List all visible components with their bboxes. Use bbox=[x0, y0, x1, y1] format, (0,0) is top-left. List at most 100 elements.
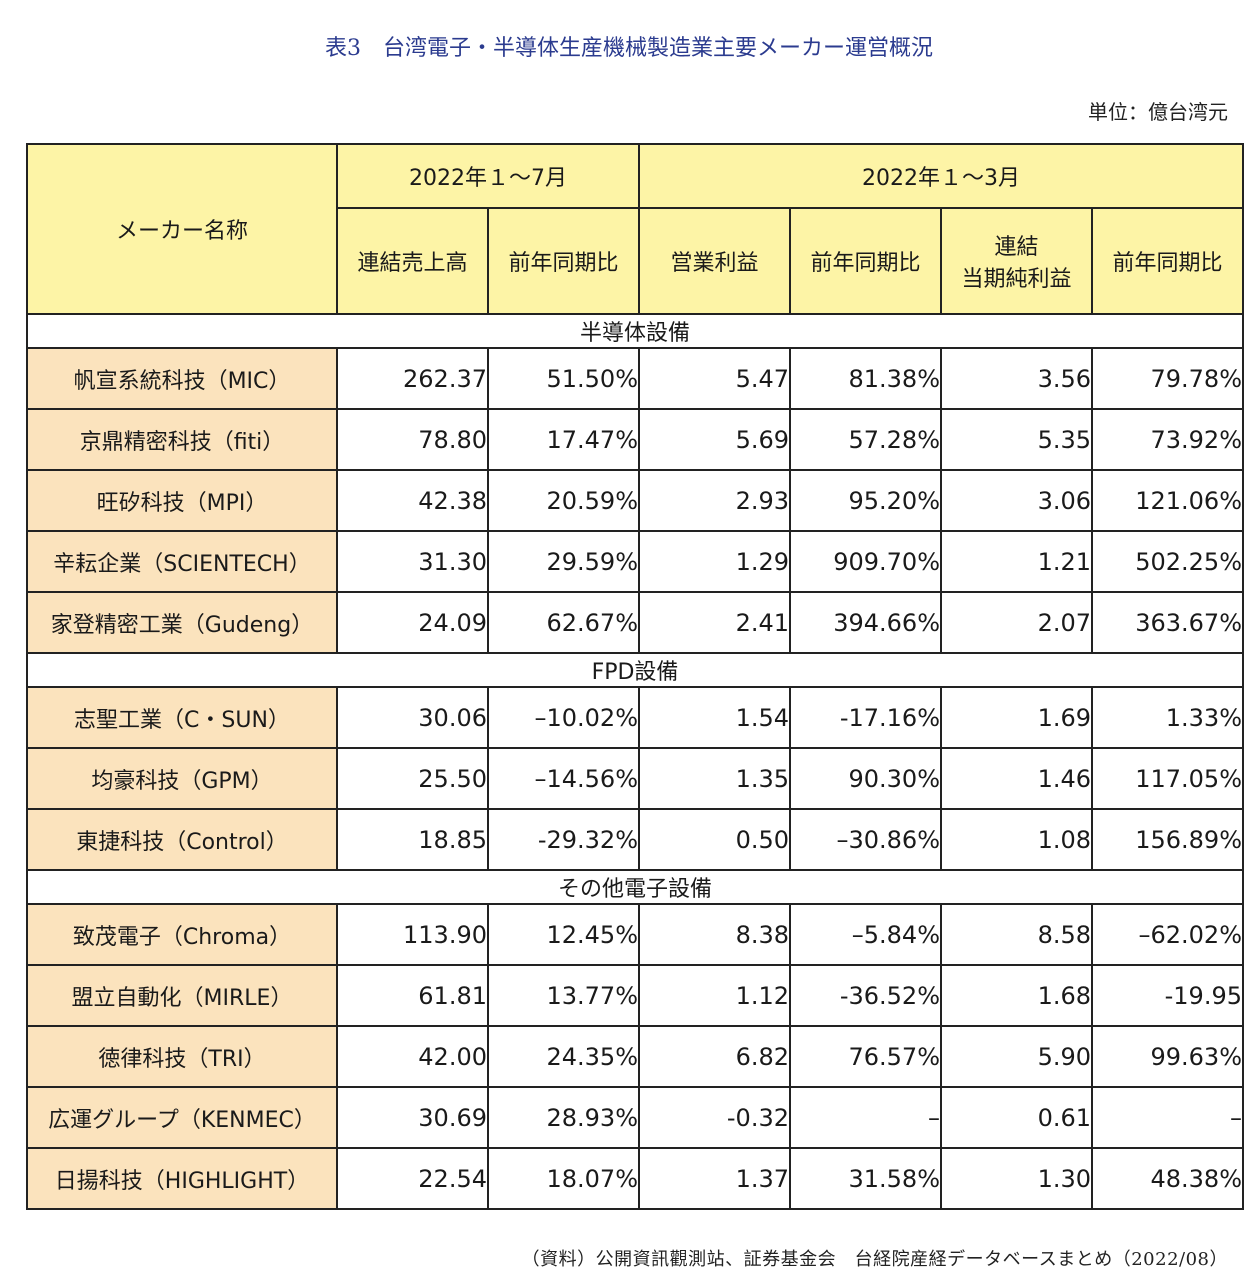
header-period-jan-jul: 2022年１～7月 bbox=[336, 143, 640, 209]
table-row: 致茂電子（Chroma） 113.90 12.45% 8.38 –5.84% 8.58 –6… bbox=[26, 903, 1244, 966]
value-cell: 18.07% bbox=[487, 1147, 640, 1210]
value-cell: 17.47% bbox=[487, 408, 640, 471]
value-cell: 3.56 bbox=[940, 347, 1093, 410]
header-yoy-sales: 前年同期比 bbox=[487, 207, 640, 315]
value-cell: – bbox=[789, 1086, 942, 1149]
value-cell: 24.09 bbox=[336, 591, 489, 654]
value-cell: 8.58 bbox=[940, 903, 1093, 966]
header-net-income: 連結 当期純利益 bbox=[940, 207, 1093, 315]
maker-name-cell: 家登精密工業（Gudeng） bbox=[26, 591, 338, 654]
section-row: 半導体設備 bbox=[26, 313, 1244, 349]
value-cell: 1.29 bbox=[638, 530, 791, 593]
section-row: FPD設備 bbox=[26, 652, 1244, 688]
value-cell: 20.59% bbox=[487, 469, 640, 532]
table-row: 東捷科技（Control） 18.85 -29.32% 0.50 –30.86% 1.08… bbox=[26, 808, 1244, 871]
value-cell: –62.02% bbox=[1091, 903, 1244, 966]
value-cell: 1.30 bbox=[940, 1147, 1093, 1210]
value-cell: 0.50 bbox=[638, 808, 791, 871]
value-cell: 62.67% bbox=[487, 591, 640, 654]
value-cell: 48.38% bbox=[1091, 1147, 1244, 1210]
value-cell: -29.32% bbox=[487, 808, 640, 871]
value-cell: 24.35% bbox=[487, 1025, 640, 1088]
header-net-income-line1: 連結 bbox=[994, 235, 1039, 260]
maker-name-cell: 広運グループ（KENMEC） bbox=[26, 1086, 338, 1149]
value-cell: 30.06 bbox=[336, 686, 489, 749]
table-row: 日揚科技（HIGHLIGHT） 22.54 18.07% 1.37 31.58% 1.30… bbox=[26, 1147, 1244, 1210]
table-row: 旺矽科技（MPI） 42.38 20.59% 2.93 95.20% 3.06 121.06… bbox=[26, 469, 1244, 532]
value-cell: –14.56% bbox=[487, 747, 640, 810]
source-note: （資料）公開資訊觀測站、証券基金会 台経院産経データベースまとめ（2022/08… bbox=[521, 1249, 1228, 1270]
table-row: 盟立自動化（MIRLE） 61.81 13.77% 1.12 -36.52% 1.68 -1… bbox=[26, 964, 1244, 1027]
value-cell: 1.69 bbox=[940, 686, 1093, 749]
value-cell: 2.93 bbox=[638, 469, 791, 532]
value-cell: -36.52% bbox=[789, 964, 942, 1027]
value-cell: 22.54 bbox=[336, 1147, 489, 1210]
value-cell: 5.69 bbox=[638, 408, 791, 471]
header-yoy-net: 前年同期比 bbox=[1091, 207, 1244, 315]
table-title: 表3 台湾電子・半導体生産機械製造業主要メーカー運営概況 bbox=[325, 36, 933, 61]
section-row: その他電子設備 bbox=[26, 869, 1244, 905]
value-cell: 1.54 bbox=[638, 686, 791, 749]
table-row: 広運グループ（KENMEC） 30.69 28.93% -0.32–0.61– bbox=[26, 1086, 1244, 1149]
value-cell: 1.12 bbox=[638, 964, 791, 1027]
value-cell: 12.45% bbox=[487, 903, 640, 966]
value-cell: 156.89% bbox=[1091, 808, 1244, 871]
maker-name-cell: 均豪科技（GPM） bbox=[26, 747, 338, 810]
value-cell: 28.93% bbox=[487, 1086, 640, 1149]
maker-name-cell: 辛耘企業（SCIENTECH） bbox=[26, 530, 338, 593]
value-cell: 90.30% bbox=[789, 747, 942, 810]
table-row: 家登精密工業（Gudeng） 24.09 62.67% 2.41 394.66% 2.07… bbox=[26, 591, 1244, 654]
value-cell: 78.80 bbox=[336, 408, 489, 471]
value-cell: –10.02% bbox=[487, 686, 640, 749]
value-cell: 113.90 bbox=[336, 903, 489, 966]
value-cell: 117.05% bbox=[1091, 747, 1244, 810]
section-label: FPD設備 bbox=[26, 652, 1244, 688]
header-yoy-operating: 前年同期比 bbox=[789, 207, 942, 315]
value-cell: -19.95 bbox=[1091, 964, 1244, 1027]
value-cell: 1.33% bbox=[1091, 686, 1244, 749]
maker-name-cell: 帆宣系統科技（MIC） bbox=[26, 347, 338, 410]
value-cell: 1.21 bbox=[940, 530, 1093, 593]
value-cell: 73.92% bbox=[1091, 408, 1244, 471]
value-cell: 25.50 bbox=[336, 747, 489, 810]
value-cell: 1.68 bbox=[940, 964, 1093, 1027]
maker-name-cell: 徳律科技（TRI） bbox=[26, 1025, 338, 1088]
value-cell: 51.50% bbox=[487, 347, 640, 410]
header-period-jan-mar: 2022年１～3月 bbox=[638, 143, 1244, 209]
value-cell: 1.08 bbox=[940, 808, 1093, 871]
value-cell: 1.35 bbox=[638, 747, 791, 810]
table-row: 京鼎精密科技（fiti） 78.80 17.47% 5.69 57.28% 5.35 73.… bbox=[26, 408, 1244, 471]
value-cell: 79.78% bbox=[1091, 347, 1244, 410]
value-cell: 1.46 bbox=[940, 747, 1093, 810]
maker-name-cell: 志聖工業（C・SUN） bbox=[26, 686, 338, 749]
value-cell: –30.86% bbox=[789, 808, 942, 871]
value-cell: 8.38 bbox=[638, 903, 791, 966]
value-cell: 31.30 bbox=[336, 530, 489, 593]
value-cell: 42.38 bbox=[336, 469, 489, 532]
maker-name-cell: 致茂電子（Chroma） bbox=[26, 903, 338, 966]
table-row: 辛耘企業（SCIENTECH） 31.30 29.59% 1.29 909.70% 1.2… bbox=[26, 530, 1244, 593]
value-cell: 121.06% bbox=[1091, 469, 1244, 532]
table-body: 半導体設備 帆宣系統科技（MIC） 262.37 51.50% 5.47 81.38% 3.… bbox=[26, 313, 1244, 1210]
value-cell: 5.47 bbox=[638, 347, 791, 410]
value-cell: 1.37 bbox=[638, 1147, 791, 1210]
header-net-income-line2: 当期純利益 bbox=[961, 267, 1072, 292]
value-cell: 5.35 bbox=[940, 408, 1093, 471]
operations-table: メーカー名称 2022年１～7月 2022年１～3月 連結売上高 前年同期比 営… bbox=[26, 143, 1244, 1210]
value-cell: 61.81 bbox=[336, 964, 489, 1027]
value-cell: 262.37 bbox=[336, 347, 489, 410]
value-cell: 2.07 bbox=[940, 591, 1093, 654]
value-cell: 3.06 bbox=[940, 469, 1093, 532]
value-cell: 30.69 bbox=[336, 1086, 489, 1149]
value-cell: 13.77% bbox=[487, 964, 640, 1027]
value-cell: 0.61 bbox=[940, 1086, 1093, 1149]
section-label: その他電子設備 bbox=[26, 869, 1244, 905]
value-cell: 57.28% bbox=[789, 408, 942, 471]
maker-name-cell: 盟立自動化（MIRLE） bbox=[26, 964, 338, 1027]
maker-name-cell: 旺矽科技（MPI） bbox=[26, 469, 338, 532]
value-cell: 76.57% bbox=[789, 1025, 942, 1088]
unit-label: 単位：億台湾元 bbox=[1088, 100, 1228, 124]
section-label: 半導体設備 bbox=[26, 313, 1244, 349]
value-cell: 99.63% bbox=[1091, 1025, 1244, 1088]
table-row: 帆宣系統科技（MIC） 262.37 51.50% 5.47 81.38% 3.56 79.… bbox=[26, 347, 1244, 410]
